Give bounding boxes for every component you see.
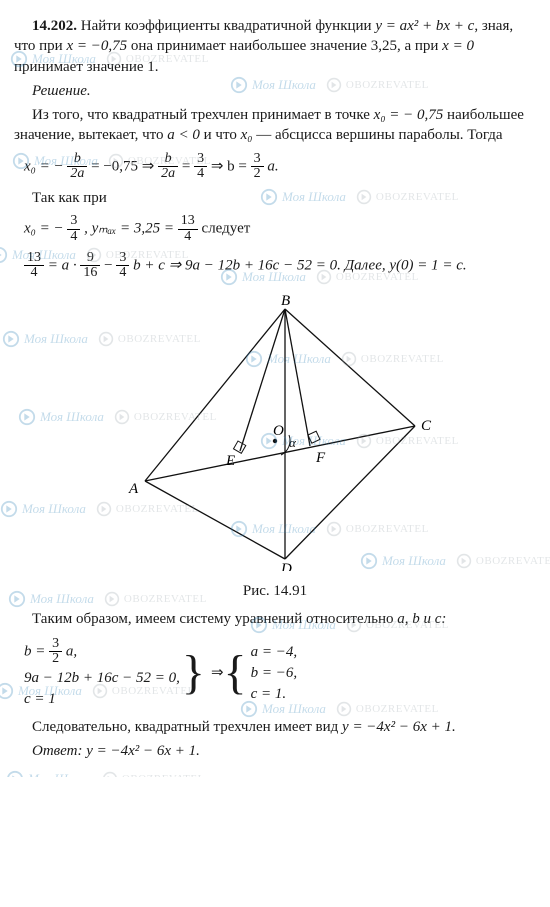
text: Из того, что квадратный трехчлен принима…	[32, 107, 374, 123]
den: 4	[67, 230, 80, 245]
figure-rhombus: A B C D E F Oα	[14, 291, 536, 577]
eq: y = −4x² − 6x + 1.	[342, 719, 456, 735]
a: x₀ = −	[24, 221, 64, 237]
den: 4	[116, 266, 129, 281]
num: b	[67, 152, 87, 168]
b: , yₘₐₓ = 3,25 =	[84, 221, 178, 237]
num: 3	[67, 214, 80, 230]
cond: a < 0	[167, 127, 200, 143]
svg-text:O: O	[273, 423, 284, 439]
answer-line: Ответ: y = −4x² − 6x + 1.	[14, 741, 536, 761]
text: и что	[204, 127, 241, 143]
x1: x = −0,75	[66, 38, 127, 54]
row: b = 32 a,	[24, 637, 180, 667]
mid: = −0,75 ⇒	[91, 158, 158, 174]
num: 13	[178, 214, 198, 230]
text: Найти коэффициенты квадратичной функции	[81, 18, 376, 34]
c: b + c ⇒ 9a − 12b + 16c − 52 = 0. Далее, …	[133, 257, 467, 273]
row: 9a − 12b + 16c − 52 = 0,	[24, 668, 180, 688]
diagram-svg: A B C D E F Oα	[115, 291, 435, 571]
den: 2	[49, 652, 62, 667]
func: y = ax² + bx + c	[375, 18, 474, 34]
system-left: b = 32 a, 9a − 12b + 16c − 52 = 0, c = 1	[24, 636, 180, 711]
system-right: a = −4, b = −6, c = 1.	[251, 641, 298, 706]
vars: a, b и c:	[397, 611, 446, 627]
svg-text:F: F	[315, 450, 326, 466]
svg-text:D: D	[280, 561, 292, 571]
den: 4	[178, 230, 198, 245]
equation-1: x₀ = − b2a = −0,75 ⇒ b2a = 34 ⇒ b = 32 a…	[24, 152, 536, 182]
num: 3	[116, 251, 129, 267]
den: 2a	[67, 167, 87, 182]
num: 9	[80, 251, 100, 267]
text: принимает значение	[14, 59, 147, 75]
problem-number: 14.202.	[32, 18, 77, 34]
arrow: ⇒	[211, 663, 224, 683]
problem-statement: 14.202. Найти коэффициенты квадратичной …	[14, 16, 536, 77]
paragraph-1: Из того, что квадратный трехчлен принима…	[14, 105, 536, 146]
row: a = −4,	[251, 642, 298, 662]
den: 16	[80, 266, 100, 281]
v2: 1.	[147, 59, 158, 75]
den: 4	[24, 266, 44, 281]
text: b =	[24, 643, 49, 659]
row: b = −6,	[251, 663, 298, 683]
den: 4	[194, 167, 207, 182]
c: следует	[202, 221, 251, 237]
num: b	[158, 152, 178, 168]
left-brace-icon: {	[224, 649, 251, 697]
tail: a.	[267, 158, 278, 174]
right-brace-icon: }	[180, 649, 211, 697]
equation-system: b = 32 a, 9a − 12b + 16c − 52 = 0, c = 1…	[24, 636, 536, 711]
svg-text:C: C	[421, 418, 432, 434]
num: 13	[24, 251, 44, 267]
svg-text:B: B	[281, 293, 290, 309]
row: c = 1	[24, 689, 180, 709]
v1: 3,25	[371, 38, 397, 54]
x0b: x₀	[241, 127, 253, 143]
paragraph-3: Таким образом, имеем систему уравнений о…	[14, 609, 536, 629]
answer-value: y = −4x² − 6x + 1.	[86, 743, 200, 759]
a: = a ·	[48, 257, 81, 273]
num: 3	[49, 637, 62, 653]
svg-text:A: A	[128, 481, 139, 497]
answer-label: Ответ:	[32, 743, 82, 759]
b: −	[104, 257, 116, 273]
paragraph-2: Так как при	[14, 188, 536, 208]
lhs: x₀ = −	[24, 158, 64, 174]
text: , а при	[397, 38, 442, 54]
text: a,	[66, 643, 77, 659]
figure-caption: Рис. 14.91	[14, 581, 536, 601]
x0: x₀ = − 0,75	[374, 107, 444, 123]
mid: ⇒ b =	[211, 158, 251, 174]
num: 3	[251, 152, 264, 168]
svg-text:E: E	[225, 453, 235, 469]
text: Следовательно, квадратный трехчлен имеет…	[32, 719, 342, 735]
solution-label: Решение.	[14, 81, 536, 101]
equation-2: x₀ = − 34 , yₘₐₓ = 3,25 = 134 следует	[24, 214, 536, 244]
row: c = 1.	[251, 684, 298, 704]
text: Таким образом, имеем систему уравнений о…	[32, 611, 397, 627]
text: — абсцисса вершины параболы. Тогда	[256, 127, 502, 143]
text: она принимает наибольшее значение	[127, 38, 371, 54]
x2: x = 0	[442, 38, 474, 54]
mid: =	[182, 158, 194, 174]
den: 2a	[158, 167, 178, 182]
num: 3	[194, 152, 207, 168]
svg-text:α: α	[289, 435, 297, 450]
paragraph-4: Следовательно, квадратный трехчлен имеет…	[14, 717, 536, 737]
den: 2	[251, 167, 264, 182]
equation-3: 134 = a · 916 − 34 b + c ⇒ 9a − 12b + 16…	[24, 251, 536, 281]
